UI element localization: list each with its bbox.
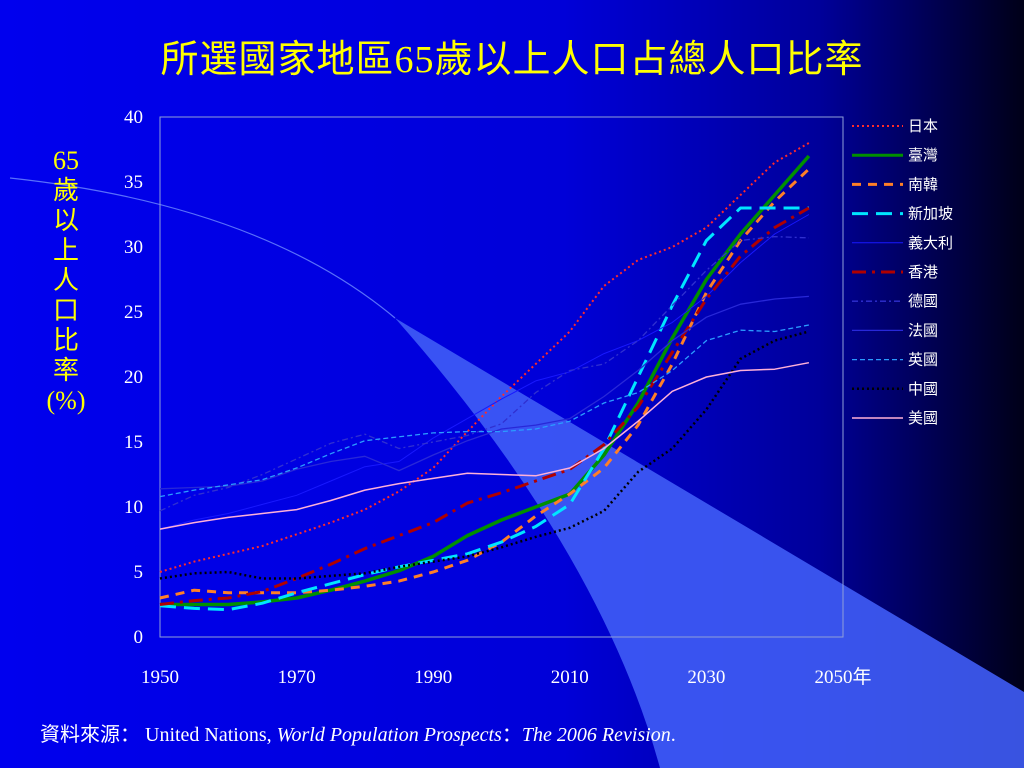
y-axis-label-char: 比 — [52, 326, 79, 355]
legend-entry: 法國 — [908, 321, 938, 339]
legend-entry: 臺灣 — [908, 146, 938, 164]
series-line-4 — [159, 214, 810, 530]
series-line-7 — [159, 295, 809, 490]
series-lines — [159, 142, 811, 612]
y-tick-label: 20 — [124, 367, 143, 388]
y-axis-label-char: (%) — [46, 386, 86, 415]
x-tick-label: 2050年 — [814, 666, 871, 688]
x-tick-label: 1950 — [141, 667, 179, 688]
legend-entry: 日本 — [908, 117, 938, 135]
source-citation: 資料來源： United Nations, World Population P… — [40, 718, 676, 747]
legend-entry: 德國 — [908, 292, 938, 310]
y-tick-label: 25 — [124, 302, 143, 323]
legend-entry: 美國 — [908, 409, 938, 427]
series-line-10 — [159, 361, 810, 530]
series-line-2 — [159, 167, 810, 600]
legend-entry: 新加坡 — [908, 205, 953, 223]
legend-entry: 義大利 — [908, 234, 953, 252]
x-tick-label: 2030 — [687, 667, 725, 688]
series-line-8 — [159, 324, 810, 498]
y-tick-label: 30 — [124, 237, 143, 258]
y-tick-label: 40 — [124, 107, 143, 128]
y-axis-label-char: 人 — [52, 266, 79, 295]
source-end: . — [670, 724, 676, 746]
source-separator: ： — [501, 722, 522, 746]
source-publication: World Population Prospects — [276, 724, 502, 746]
y-axis-label-char: 歲 — [52, 176, 79, 205]
y-axis-label-char: 上 — [52, 236, 79, 265]
y-ticks: 0 5 10 15 20 25 30 35 40 — [124, 107, 143, 648]
legend-entry: 英國 — [908, 351, 938, 369]
series-line-0 — [159, 142, 810, 573]
source-label: 資料來源： — [40, 722, 140, 746]
y-tick-label: 15 — [124, 432, 143, 453]
series-line-9 — [159, 330, 810, 580]
x-tick-label: 1990 — [414, 667, 452, 688]
y-axis-label-char: 65 — [53, 146, 79, 175]
page-title: 所選國家地區65歲以上人口占總人口比率 — [160, 39, 864, 81]
y-axis-label-char: 口 — [52, 296, 79, 325]
y-axis-label: 65 歲以上人口比率 (%) — [36, 146, 96, 416]
legend-entry: 中國 — [908, 380, 938, 398]
source-publisher: United Nations, — [145, 724, 277, 746]
series-line-3 — [159, 206, 809, 612]
x-tick-label: 1970 — [278, 667, 316, 688]
plot-area — [159, 116, 844, 638]
y-axis-label-char: 以 — [52, 206, 79, 235]
y-tick-label: 10 — [124, 497, 143, 518]
y-tick-label: 35 — [124, 172, 143, 193]
y-tick-label: 5 — [134, 562, 144, 583]
source-revision: The 2006 Revision — [521, 724, 671, 746]
x-ticks: 1950 1970 1990 2010 2030 2050年 — [141, 666, 872, 688]
legend-entry: 香港 — [908, 263, 938, 281]
y-tick-label: 0 — [134, 627, 144, 648]
legend-entry: 南韓 — [908, 175, 938, 193]
x-tick-label: 2010 — [551, 667, 589, 688]
series-line-5 — [159, 206, 810, 606]
y-axis-label-char: 率 — [52, 356, 79, 385]
series-line-6 — [159, 235, 809, 512]
